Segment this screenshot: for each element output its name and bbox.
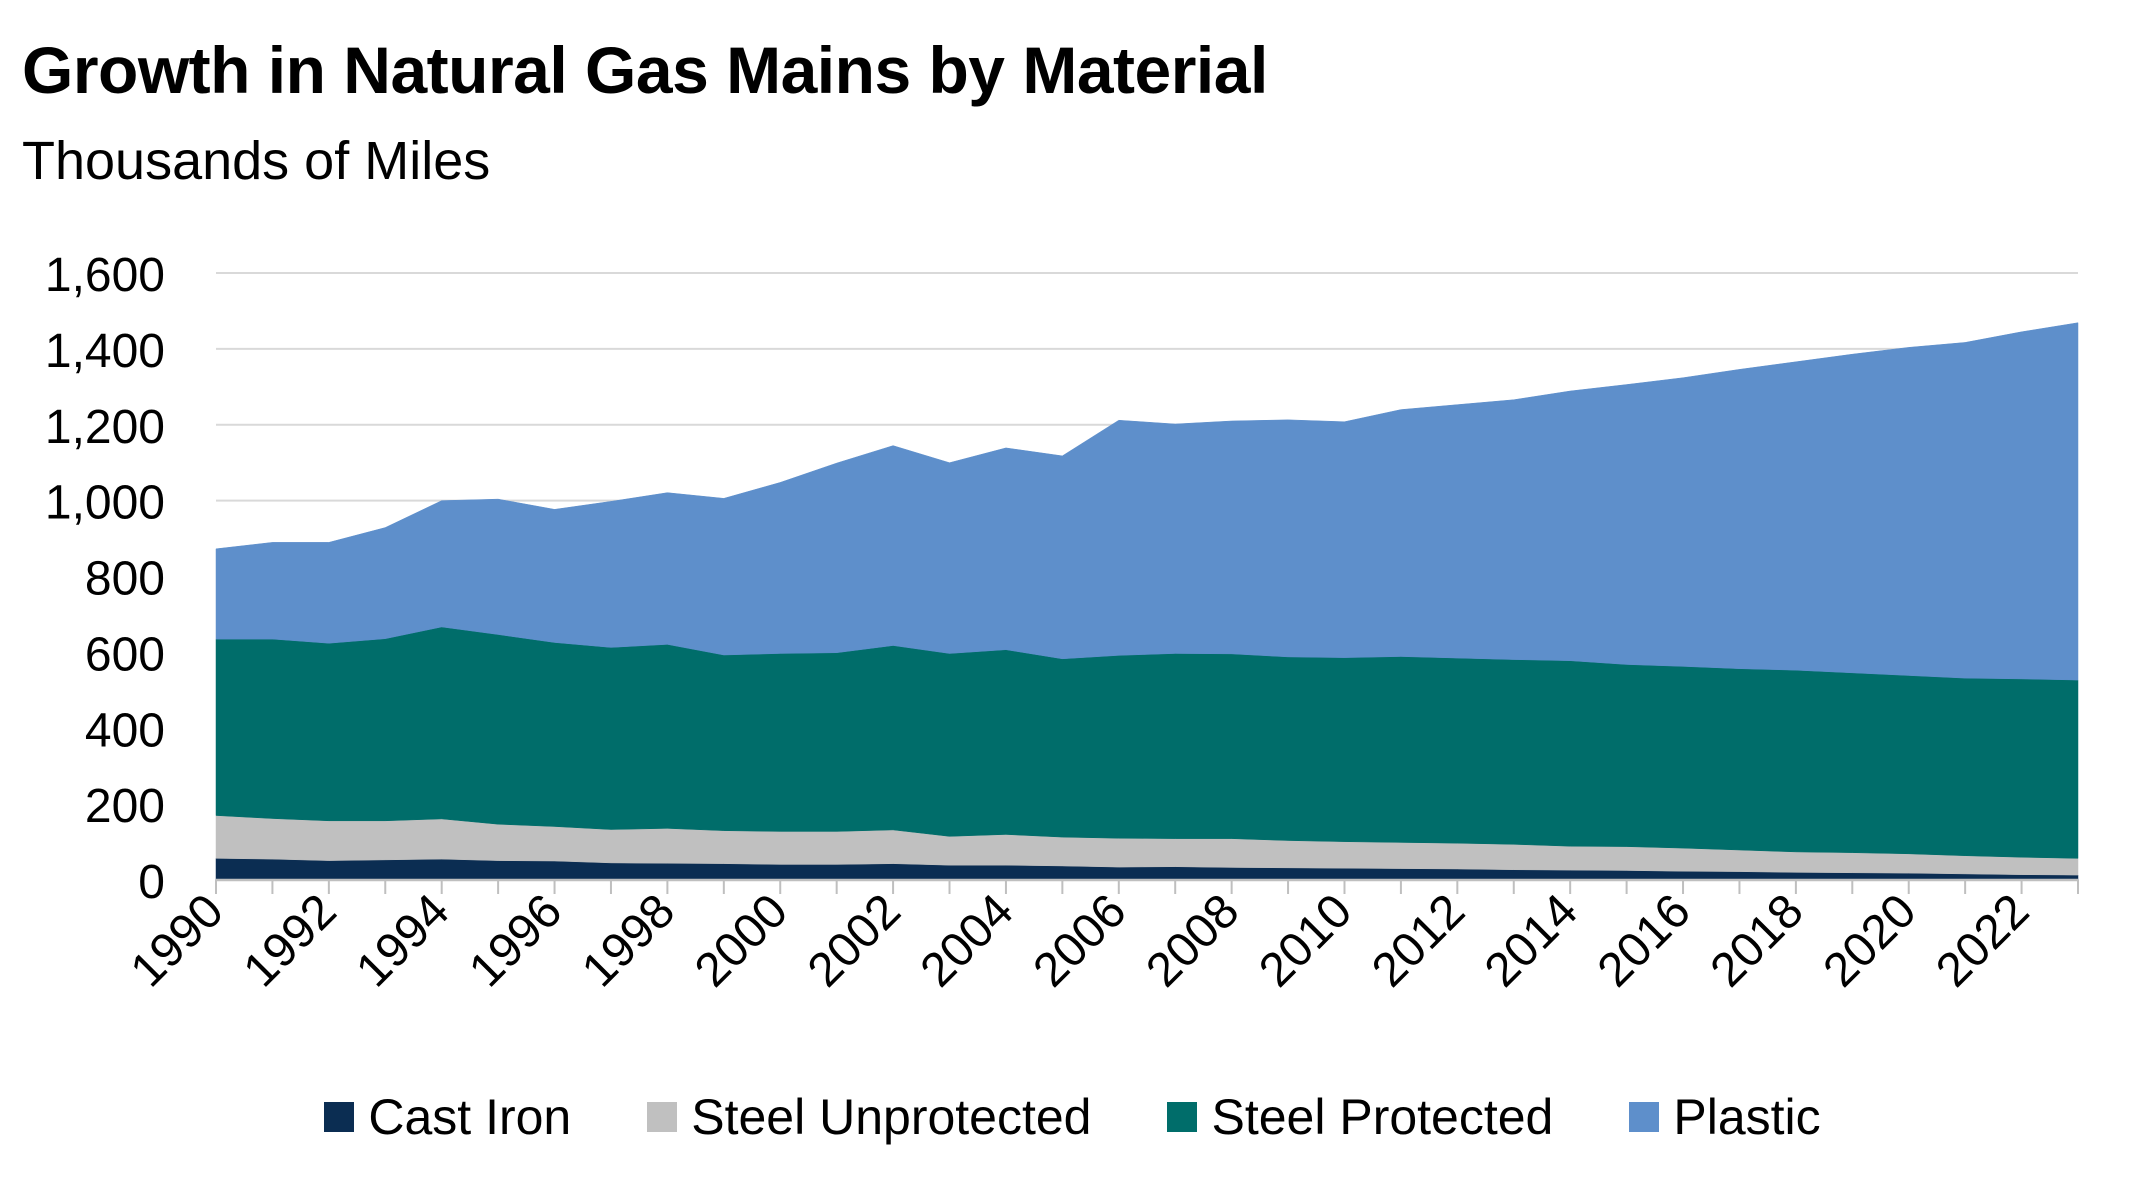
y-tick-label: 200 [85, 780, 165, 833]
legend-label: Steel Unprotected [691, 1089, 1092, 1145]
x-tick-label: 1994 [346, 884, 459, 997]
x-axis-ticks: 1990 1992 1994 1996 1998 2000 2002 2004 2006 2008… [121, 884, 2040, 997]
x-tick-label: 2006 [1024, 884, 1137, 997]
x-tick-label: 2016 [1588, 884, 1701, 997]
axes [215, 878, 2079, 894]
x-tick-label: 2010 [1249, 884, 1362, 997]
x-tick-label: 2014 [1475, 884, 1588, 997]
x-tick-label: 1996 [459, 884, 572, 997]
x-tick-label: 2018 [1701, 884, 1814, 997]
x-tick-label: 2000 [685, 884, 798, 997]
legend-swatch [1629, 1102, 1660, 1132]
x-tick-label: 1998 [572, 884, 685, 997]
chart-subtitle: Thousands of Miles [22, 131, 491, 191]
x-tick-label: 2020 [1814, 884, 1927, 997]
y-tick-label: 0 [138, 856, 165, 909]
legend-swatch [324, 1102, 355, 1132]
y-tick-label: 1,400 [45, 325, 165, 378]
legend-swatch [647, 1102, 678, 1132]
stacked-areas [215, 322, 2079, 881]
y-tick-label: 1,000 [45, 477, 165, 530]
x-tick-label: 2004 [911, 884, 1024, 997]
legend-label: Cast Iron [368, 1089, 572, 1145]
chart-title: Growth in Natural Gas Mains by Material [22, 33, 1268, 107]
x-tick-label: 2002 [798, 884, 911, 997]
y-axis-ticks: 0 200 400 600 800 1,000 1,200 1,400 1,600 [45, 249, 165, 909]
legend-swatch [1167, 1102, 1198, 1132]
legend-item-plastic: Plastic [1629, 1088, 1821, 1146]
legend-label: Plastic [1673, 1089, 1821, 1145]
y-tick-label: 400 [85, 704, 165, 757]
x-tick-label: 2008 [1136, 884, 1249, 997]
x-tick-label: 2012 [1362, 884, 1475, 997]
y-tick-label: 1,200 [45, 401, 165, 454]
y-tick-label: 1,600 [45, 249, 165, 302]
y-tick-label: 600 [85, 628, 165, 681]
x-tick-label: 2022 [1926, 884, 2039, 997]
legend: Cast Iron Steel Unprotected Steel Protecte… [0, 1088, 2145, 1146]
area-plastic [215, 322, 2079, 681]
legend-item-steel-protected: Steel Protected [1167, 1088, 1553, 1146]
x-tick-label: 1992 [234, 884, 347, 997]
legend-item-steel-unprotected: Steel Unprotected [647, 1088, 1091, 1146]
y-tick-label: 800 [85, 553, 165, 606]
legend-item-cast-iron: Cast Iron [324, 1088, 571, 1146]
legend-label: Steel Protected [1211, 1089, 1554, 1145]
